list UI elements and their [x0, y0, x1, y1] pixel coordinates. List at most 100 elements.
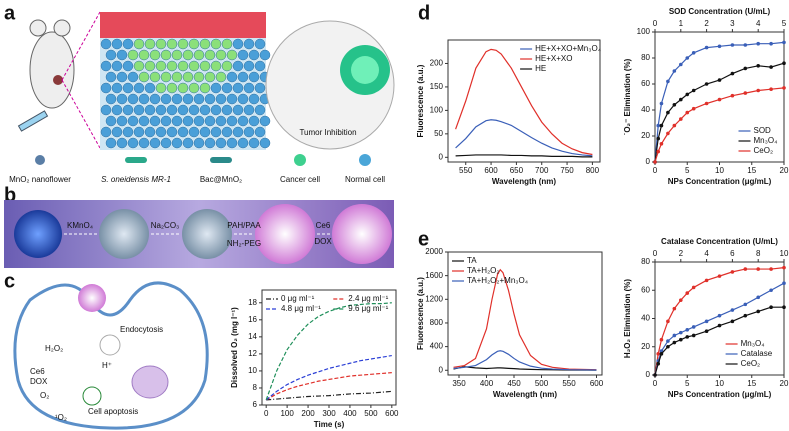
marker: [679, 97, 683, 102]
cell: [177, 82, 189, 94]
cell: [259, 115, 271, 127]
cell: [248, 93, 260, 105]
cell: [160, 49, 172, 61]
sphere: [99, 209, 149, 259]
cell: [144, 82, 156, 94]
marker: [653, 373, 657, 377]
cell: [248, 115, 260, 127]
x2-tick-label: 4: [704, 249, 709, 258]
x2-tick-label: 6: [730, 249, 735, 258]
series-line: [654, 267, 785, 376]
cell: [259, 137, 271, 149]
cell: [188, 126, 200, 138]
marker: [672, 306, 677, 311]
cell: [254, 38, 266, 50]
legend-text: Bac@MnO₂: [200, 175, 242, 184]
marker: [656, 136, 661, 141]
cell: [210, 82, 222, 94]
cell: [215, 115, 227, 127]
x-tick-label: 0: [653, 379, 658, 388]
sphere: [332, 204, 392, 264]
marker: [691, 333, 696, 338]
cell: [105, 115, 117, 127]
y-tick-label: 60: [641, 285, 650, 294]
y-tick-label: 0: [439, 365, 444, 374]
cell: [149, 115, 161, 127]
cell: [210, 60, 222, 72]
particle: [78, 284, 106, 312]
cell: [215, 137, 227, 149]
cell: [122, 126, 134, 138]
cell: [111, 104, 123, 116]
marker: [730, 308, 735, 312]
sphere: [255, 204, 315, 264]
cell: [243, 38, 255, 50]
cell: [155, 104, 167, 116]
cell: [171, 115, 183, 127]
marker: [743, 43, 748, 47]
x2-tick-label: 0: [653, 249, 658, 258]
cell: [127, 49, 139, 61]
x-tick-label: 10: [715, 379, 724, 388]
cell: [243, 126, 255, 138]
cell: [243, 104, 255, 116]
marker: [659, 349, 664, 353]
cell: [127, 71, 139, 83]
legend-label: Catalase: [741, 349, 773, 358]
marker: [685, 328, 690, 332]
cell: [144, 38, 156, 50]
cell: [177, 38, 189, 50]
marker: [769, 65, 773, 69]
cell-text: H₂O₂: [45, 344, 63, 353]
legend-label: HE+X+XO+Mn₃O₄: [535, 44, 601, 53]
y-axis-label: Fluorescence (a.u.): [416, 64, 425, 137]
cell: [188, 104, 200, 116]
series-line: [453, 366, 597, 371]
cell: [226, 49, 238, 61]
marker: [685, 335, 690, 339]
y-tick-label: 80: [641, 257, 650, 266]
marker: [782, 265, 786, 270]
step-text: PAH/PAA: [227, 221, 261, 230]
x-tick-label: 500: [535, 379, 549, 388]
x-tick-label: 20: [780, 379, 789, 388]
cell: [210, 38, 222, 50]
cell: [149, 71, 161, 83]
marker: [679, 337, 683, 342]
y-tick-label: 10: [248, 366, 257, 375]
x-tick-label: 550: [562, 379, 576, 388]
cell: [232, 126, 244, 138]
cell: [160, 71, 172, 83]
legend-label: CeO₂: [754, 146, 774, 155]
legend-label: HE+X+XO: [535, 54, 572, 63]
apoptosis-cell: [82, 386, 102, 406]
x2-tick-label: 10: [780, 249, 789, 258]
marker: [691, 88, 696, 93]
x-tick-label: 400: [343, 409, 357, 418]
marker: [782, 86, 786, 90]
marker: [666, 319, 670, 324]
cell: [138, 93, 150, 105]
marker: [685, 291, 690, 295]
marker: [659, 123, 664, 128]
cell: [182, 115, 194, 127]
marker: [672, 69, 677, 73]
marker: [656, 352, 661, 356]
marker: [730, 319, 735, 324]
cell: [166, 38, 178, 50]
marker: [685, 92, 690, 97]
cell: [144, 126, 156, 138]
cell-text: Ce6: [30, 367, 45, 376]
marker: [659, 101, 664, 106]
cell: [204, 49, 216, 61]
legend-label: Mn₃O₄: [741, 339, 765, 348]
cell: [133, 104, 145, 116]
cell: [215, 49, 227, 61]
marker: [653, 160, 657, 164]
cell: [133, 82, 145, 94]
marker: [756, 88, 760, 93]
cell: [155, 82, 167, 94]
cell: [149, 137, 161, 149]
legend-text: Cancer cell: [280, 175, 320, 184]
